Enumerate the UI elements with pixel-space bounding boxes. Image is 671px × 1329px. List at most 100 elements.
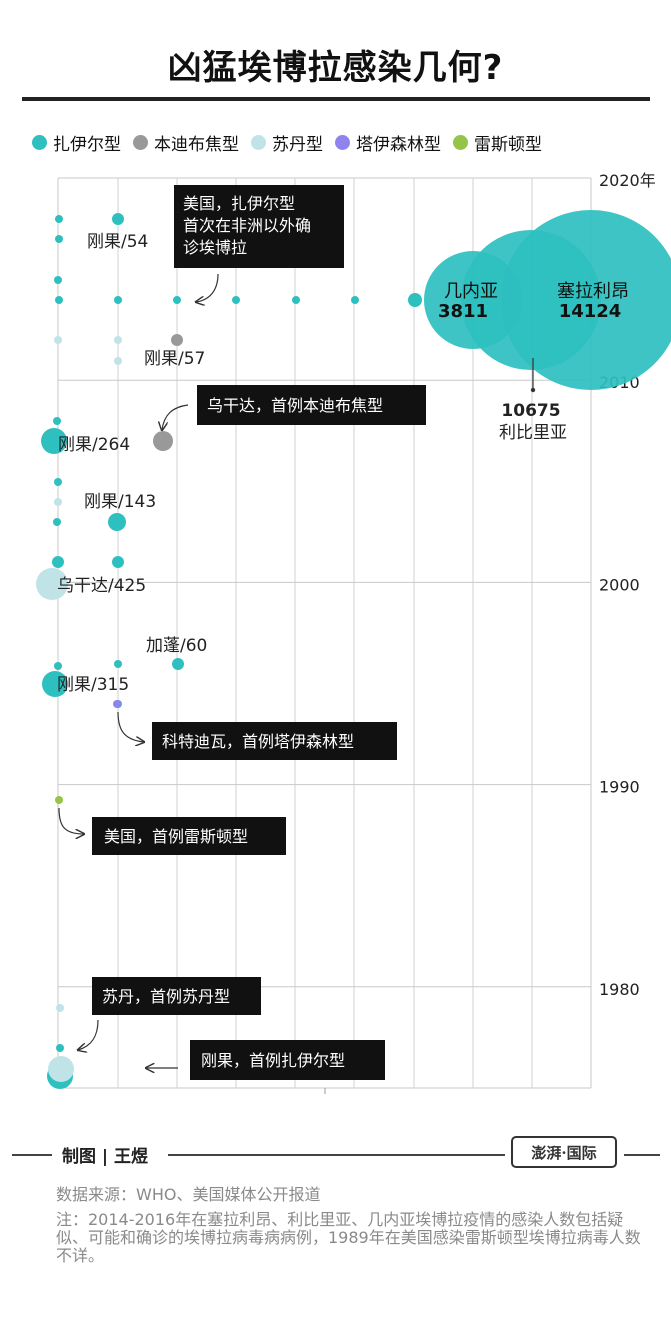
- bubble-22: [54, 336, 62, 344]
- label-drc264: 刚果/264: [58, 435, 130, 455]
- label-liberia-name: 利比里亚: [499, 423, 567, 443]
- bubble-30: [292, 296, 300, 304]
- annot-box-usa-2014: [174, 185, 344, 268]
- legend-label-tai-forest: 塔伊森林型: [356, 134, 441, 155]
- footnote: 注：2014-2016年在塞拉利昂、利比里亚、几内亚埃博拉疫情的感染人数包括疑似…: [56, 1210, 641, 1265]
- legend-swatch-tai-forest: [335, 134, 350, 150]
- legend-swatch-zaire: [32, 134, 47, 150]
- bubble-35: [501, 210, 671, 390]
- legend-label-bundibugyo: 本迪布焦型: [154, 134, 239, 155]
- label-sl-name: 塞拉利昂: [557, 281, 629, 302]
- bubble-19: [153, 431, 173, 451]
- bubble-18: [41, 428, 67, 454]
- leader-liberia-dot: [530, 387, 536, 393]
- annot-box-usa-reston: [92, 817, 286, 855]
- label-liberia-cases: 10675: [501, 401, 560, 421]
- label-drc143: 刚果/143: [84, 492, 156, 512]
- bubble-3: [56, 1004, 64, 1012]
- bubble-9: [54, 662, 62, 670]
- bubble-32: [54, 276, 62, 284]
- bubble-2: [56, 1044, 64, 1052]
- legend-label-zaire: 扎伊尔型: [53, 134, 121, 155]
- page-title: 凶猛埃博拉感染几何?: [167, 48, 504, 88]
- legend-label-reston: 雷斯顿型: [474, 134, 542, 155]
- annot-sudan-first: 苏丹，首例苏丹型: [102, 987, 230, 1006]
- y-tick-label-3: 1990: [599, 778, 640, 797]
- bubble-14: [108, 513, 126, 531]
- label-drc54: 刚果/54: [87, 232, 148, 252]
- bubble-25: [408, 293, 422, 307]
- bubble-16: [54, 498, 62, 506]
- legend-item-sudan: 苏丹型: [251, 130, 323, 155]
- annot-box-congo-first: [190, 1040, 385, 1080]
- bubble-8: [172, 658, 184, 670]
- annot-usa-2014-line2: 首次在非洲以外确: [183, 216, 311, 235]
- big-bubble-labels: 几内亚 3811 塞拉利昂 14124: [438, 281, 629, 322]
- bubble-27: [114, 296, 122, 304]
- bubble-7: [42, 671, 68, 697]
- chart-credit: 制图 | 王煜: [62, 1147, 149, 1167]
- bubbles: [36, 210, 671, 1089]
- arrow-ivory-coast: [117, 711, 144, 742]
- legend-swatch-reston: [453, 134, 468, 150]
- bubble-4: [55, 796, 63, 804]
- bubble-24: [171, 334, 183, 346]
- bubble-23: [114, 336, 122, 344]
- label-uganda425: 乌干达/425: [57, 576, 146, 596]
- title-divider: [22, 97, 650, 101]
- bubble-10: [114, 660, 122, 668]
- annot-ivory-coast: 科特迪瓦，首例塔伊森林型: [162, 732, 354, 751]
- bubble-37: [55, 215, 63, 223]
- publisher-logo: 澎湃·国际: [511, 1136, 617, 1168]
- bubble-20: [53, 417, 61, 425]
- annot-box-uganda-bdbv: [197, 385, 426, 425]
- arrow-uganda-bdbv: [162, 404, 189, 430]
- y-tick-label-4: 1980: [599, 980, 640, 999]
- arrow-usa-2014: [196, 273, 219, 302]
- label-drc57: 刚果/57: [144, 349, 205, 369]
- legend-item-reston: 雷斯顿型: [453, 130, 542, 155]
- bubble-1: [48, 1056, 74, 1082]
- footer-rule-left: [12, 1154, 52, 1156]
- bubble-28: [173, 296, 181, 304]
- annot-box-ivory-coast: [152, 722, 397, 760]
- legend-swatch-bundibugyo: [133, 134, 148, 150]
- label-sl-cases: 14124: [559, 301, 622, 322]
- bubble-11: [36, 568, 68, 600]
- legend-item-tai-forest: 塔伊森林型: [335, 130, 441, 155]
- arrow-usa-reston: [58, 807, 84, 834]
- y-tick-label-2: 2000: [599, 575, 640, 594]
- legend-swatch-sudan: [251, 134, 266, 150]
- data-source: 数据来源：WHO、美国媒体公开报道: [56, 1185, 321, 1204]
- label-drc315: 刚果/315: [57, 675, 129, 695]
- label-guinea-cases: 3811: [438, 301, 488, 322]
- footer-rule-middle: [168, 1154, 505, 1156]
- bubble-26: [55, 296, 63, 304]
- annot-usa-2014-line1: 美国，扎伊尔型: [183, 194, 295, 213]
- legend-item-zaire: 扎伊尔型: [32, 130, 121, 155]
- label-gabon60: 加蓬/60: [146, 636, 207, 656]
- bubble-38: [112, 213, 124, 225]
- chart: 2020年2010200019901980 美国，扎伊尔型 首次在非洲以外确 诊…: [36, 171, 671, 1094]
- annotations: 美国，扎伊尔型 首次在非洲以外确 诊埃博拉 乌干达，首例本迪布焦型 科特迪瓦，首…: [57, 185, 567, 1080]
- bubble-6: [113, 700, 121, 708]
- annot-usa-2014-line3: 诊埃博拉: [183, 238, 247, 257]
- legend: 扎伊尔型 本迪布焦型 苏丹型 塔伊森林型 雷斯顿型: [32, 128, 554, 156]
- annot-uganda-bdbv: 乌干达，首例本迪布焦型: [207, 396, 383, 415]
- annot-box-sudan-first: [92, 977, 261, 1015]
- legend-item-bundibugyo: 本迪布焦型: [133, 130, 239, 155]
- annot-usa-reston: 美国，首例雷斯顿型: [104, 827, 248, 846]
- y-tick-label-0: 2020年: [599, 171, 656, 190]
- bubble-31: [351, 296, 359, 304]
- legend-label-sudan: 苏丹型: [272, 134, 323, 155]
- arrow-sudan-first: [78, 1019, 99, 1050]
- bubble-17: [54, 478, 62, 486]
- bubble-15: [53, 518, 61, 526]
- bubble-29: [232, 296, 240, 304]
- bubble-21: [114, 357, 122, 365]
- bubble-36: [55, 235, 63, 243]
- annot-congo-first: 刚果，首例扎伊尔型: [201, 1051, 345, 1070]
- label-guinea-name: 几内亚: [444, 281, 498, 302]
- footer-rule-right: [624, 1154, 660, 1156]
- bubble-13: [112, 556, 124, 568]
